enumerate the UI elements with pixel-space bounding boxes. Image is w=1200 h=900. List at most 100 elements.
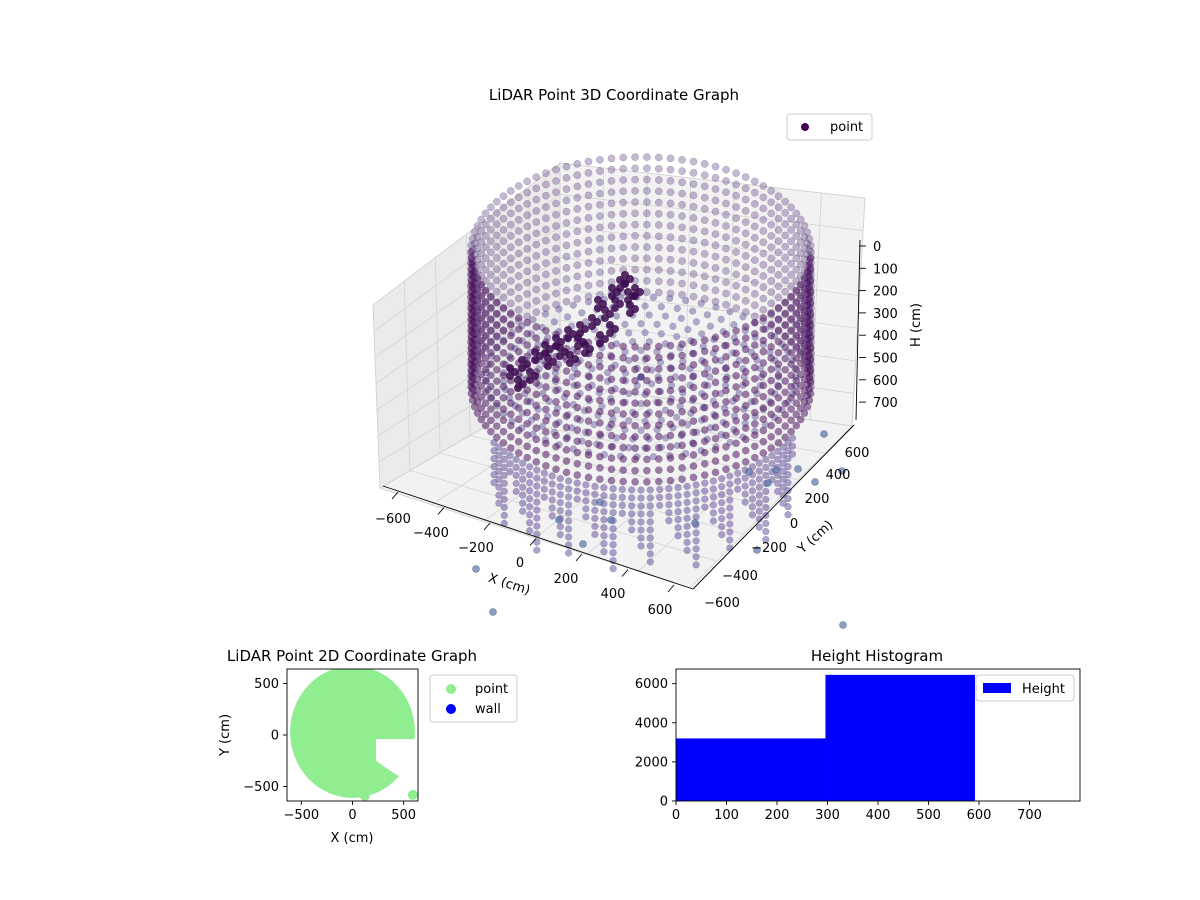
point-marker (514, 404, 523, 412)
point-marker (666, 278, 675, 287)
point-marker (767, 187, 776, 195)
point-marker (584, 270, 593, 278)
point-marker (722, 210, 730, 219)
point-marker (532, 368, 541, 376)
point-marker (692, 497, 700, 505)
point-marker (711, 174, 720, 182)
point-marker (573, 392, 582, 401)
point-marker (573, 459, 582, 468)
point-marker (666, 289, 675, 298)
point-marker (619, 455, 628, 463)
point-marker (477, 215, 486, 224)
point-marker (701, 503, 709, 511)
point-marker (533, 474, 541, 482)
point-marker (711, 356, 720, 364)
point-marker (800, 364, 809, 373)
y-tick-label-3d: 200 (805, 492, 830, 507)
point-marker (596, 279, 604, 288)
point-marker (767, 331, 776, 340)
point-marker (718, 506, 726, 515)
point-marker (607, 465, 616, 474)
point-marker (621, 279, 629, 287)
point-marker (722, 330, 730, 339)
point-marker (666, 386, 675, 395)
point-marker (548, 512, 556, 520)
outlier-point (745, 468, 753, 476)
point-marker (573, 283, 582, 292)
point-marker (654, 209, 663, 218)
point-marker (591, 522, 599, 531)
point-marker (591, 514, 599, 523)
point-marker (506, 399, 515, 407)
point-marker (514, 325, 523, 334)
point-marker (643, 376, 651, 385)
point-marker (533, 482, 541, 490)
point-marker (741, 173, 750, 181)
point-marker (666, 397, 675, 406)
x-tick-label-histogram: 200 (765, 808, 790, 823)
point-marker (519, 483, 527, 491)
grid-line (434, 257, 441, 454)
grid-line (372, 304, 381, 489)
point-marker (542, 180, 550, 189)
point-marker (506, 376, 515, 385)
point-marker (596, 340, 604, 349)
point-marker (607, 364, 616, 372)
point-marker (689, 281, 698, 290)
point-marker (689, 372, 698, 380)
point-marker (792, 298, 801, 306)
point-marker (492, 197, 501, 206)
point-marker (678, 340, 686, 349)
point-marker (631, 421, 639, 430)
point-marker (755, 491, 763, 499)
point-marker (584, 292, 593, 301)
point-marker (532, 184, 541, 193)
point-marker (759, 404, 768, 412)
point-marker (748, 495, 757, 503)
legend-3d: point (786, 113, 873, 141)
point-marker (722, 244, 730, 253)
point-marker (619, 221, 628, 229)
point-marker (618, 493, 626, 502)
point-marker (514, 294, 523, 303)
point-marker (619, 176, 628, 184)
point-marker (500, 471, 508, 480)
point-marker (689, 394, 698, 403)
point-marker (584, 191, 593, 200)
point-marker (689, 225, 698, 233)
point-marker (784, 503, 792, 511)
point-marker (533, 490, 541, 498)
point-marker (788, 434, 797, 442)
point-marker (562, 297, 571, 306)
point-marker (467, 315, 475, 324)
z-tick-label-3d: 700 (873, 396, 898, 411)
point-marker (643, 410, 651, 419)
point-marker (800, 375, 809, 384)
point-marker (596, 167, 604, 175)
point-marker (646, 518, 654, 526)
point-marker (609, 509, 617, 517)
point-marker (562, 412, 571, 420)
y-tick-label-3d: 400 (826, 468, 851, 483)
point-marker (732, 214, 740, 223)
point-marker (774, 237, 783, 246)
point-marker (683, 546, 691, 555)
point-marker (499, 360, 508, 368)
point-marker (792, 343, 801, 351)
point-marker (631, 231, 639, 240)
point-marker (787, 337, 795, 346)
point-marker (631, 254, 639, 263)
point-marker (755, 483, 763, 491)
point-marker (506, 421, 515, 430)
point-marker (573, 272, 582, 281)
point-marker (473, 233, 482, 241)
point-marker (637, 373, 645, 381)
point-marker (500, 447, 508, 456)
point-marker (492, 332, 501, 340)
point-marker (556, 522, 564, 531)
point-marker (787, 315, 795, 323)
point-marker (750, 222, 759, 231)
point-marker (755, 467, 763, 475)
point-marker (750, 363, 759, 372)
point-marker (689, 307, 697, 315)
